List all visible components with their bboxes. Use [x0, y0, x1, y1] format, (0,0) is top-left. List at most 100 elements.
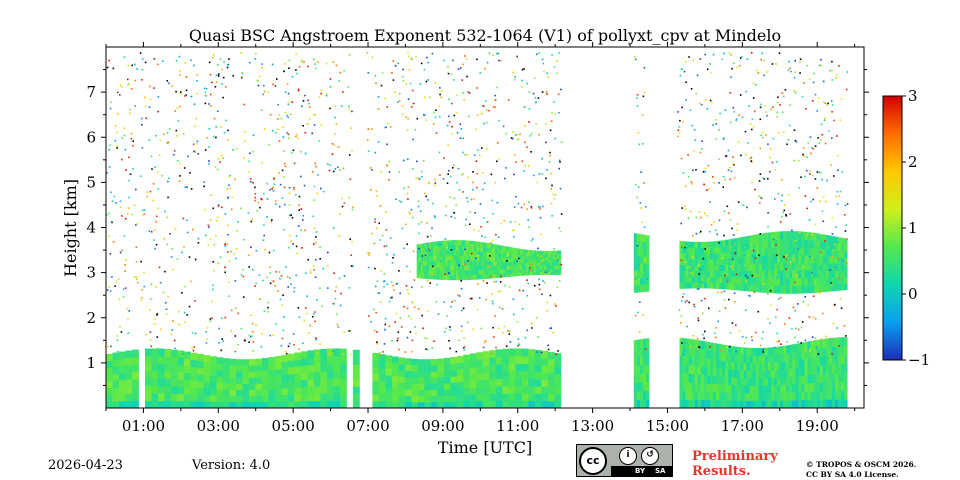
noise-dot: [819, 250, 822, 252]
noise-dot: [746, 58, 749, 60]
noise-dot: [513, 78, 516, 81]
layer-cell: [523, 249, 527, 254]
noise-dot: [476, 87, 478, 89]
noise-dot: [680, 322, 682, 324]
noise-dot: [334, 105, 336, 108]
noise-dot: [251, 335, 253, 337]
noise-dot: [240, 327, 243, 330]
layer-cell: [825, 364, 830, 374]
layer-cell: [482, 242, 486, 248]
layer-cell: [697, 282, 702, 289]
noise-dot: [369, 188, 372, 191]
noise-dot: [224, 213, 227, 215]
layer-cell: [489, 386, 497, 394]
layer-cell: [804, 270, 808, 279]
noise-dot: [260, 198, 262, 200]
layer-cell: [424, 359, 432, 366]
layer-cell: [429, 260, 432, 266]
noise-dot: [728, 345, 731, 348]
noise-dot: [286, 114, 288, 117]
noise-dot: [681, 246, 683, 248]
noise-dot: [697, 347, 699, 350]
noise-dot: [558, 111, 560, 114]
layer-cell: [694, 348, 699, 358]
noise-dot: [194, 258, 197, 261]
layer-cell: [828, 249, 833, 257]
noise-dot: [419, 210, 422, 212]
noise-dot: [639, 202, 642, 204]
layer-cell: [828, 364, 833, 374]
noise-dot: [499, 290, 502, 292]
layer-cell: [685, 276, 690, 283]
layer-cell: [503, 253, 506, 258]
colorbar-tick-label: 3: [908, 87, 918, 105]
layer-cell: [764, 392, 769, 401]
noise-dot: [513, 313, 515, 316]
layer-cell: [798, 375, 802, 385]
noise-dot: [293, 162, 296, 165]
layer-cell: [538, 256, 541, 261]
layer-cell: [706, 366, 711, 376]
noise-dot: [794, 336, 796, 339]
noise-dot: [383, 343, 386, 345]
noise-dot: [481, 147, 483, 149]
layer-cell: [112, 352, 120, 360]
layer-cell: [164, 349, 172, 357]
noise-dot: [343, 275, 346, 277]
noise-dot: [761, 337, 763, 340]
layer-cell: [770, 362, 775, 371]
layer-cell: [780, 285, 784, 294]
noise-dot: [173, 150, 176, 152]
layer-cell: [461, 255, 465, 261]
noise-dot: [472, 189, 474, 191]
layer-cell: [767, 370, 772, 379]
layer-cell: [433, 274, 436, 280]
noise-dot: [316, 192, 319, 195]
layer-cell: [429, 242, 432, 248]
noise-dot: [306, 123, 309, 125]
noise-dot: [736, 229, 738, 231]
noise-dot: [831, 283, 833, 286]
layer-cell: [777, 254, 781, 263]
noise-dot: [702, 333, 704, 336]
layer-cell: [459, 269, 463, 276]
layer-cell: [719, 246, 723, 253]
noise-dot: [829, 269, 831, 271]
layer-cell: [774, 277, 778, 286]
noise-dot: [481, 171, 484, 174]
noise-dot: [732, 62, 735, 65]
noise-dot: [386, 164, 388, 166]
layer-cell: [268, 401, 276, 409]
layer-cell: [496, 273, 500, 278]
layer-cell: [476, 246, 479, 252]
noise-dot: [535, 122, 537, 125]
noise-dot: [799, 58, 802, 60]
noise-dot: [128, 179, 130, 182]
layer-0: [106, 348, 562, 409]
noise-dot: [493, 336, 495, 338]
layer-cell: [688, 356, 693, 366]
noise-dot: [821, 178, 823, 181]
layer-cell: [466, 250, 469, 256]
noise-dot: [385, 126, 387, 129]
noise-dot: [831, 69, 833, 72]
noise-dot: [821, 133, 824, 136]
layer-cell: [755, 234, 760, 242]
layer-cell: [437, 241, 440, 247]
layer-cell: [519, 265, 523, 270]
layer-cell: [719, 258, 723, 265]
noise-dot: [809, 170, 811, 172]
layer-cell: [764, 362, 769, 371]
noise-dot: [798, 186, 800, 189]
layer-cell: [541, 400, 549, 409]
noise-dot: [680, 315, 683, 317]
layer-cell: [547, 379, 555, 388]
noise-dot: [116, 145, 118, 147]
layer-cell: [801, 399, 805, 409]
layer-cell: [426, 260, 430, 266]
layer-cell: [494, 256, 498, 262]
layer-cell: [554, 387, 562, 395]
noise-dot: [748, 294, 750, 297]
noise-dot: [486, 282, 488, 284]
noise-dot: [164, 210, 166, 213]
